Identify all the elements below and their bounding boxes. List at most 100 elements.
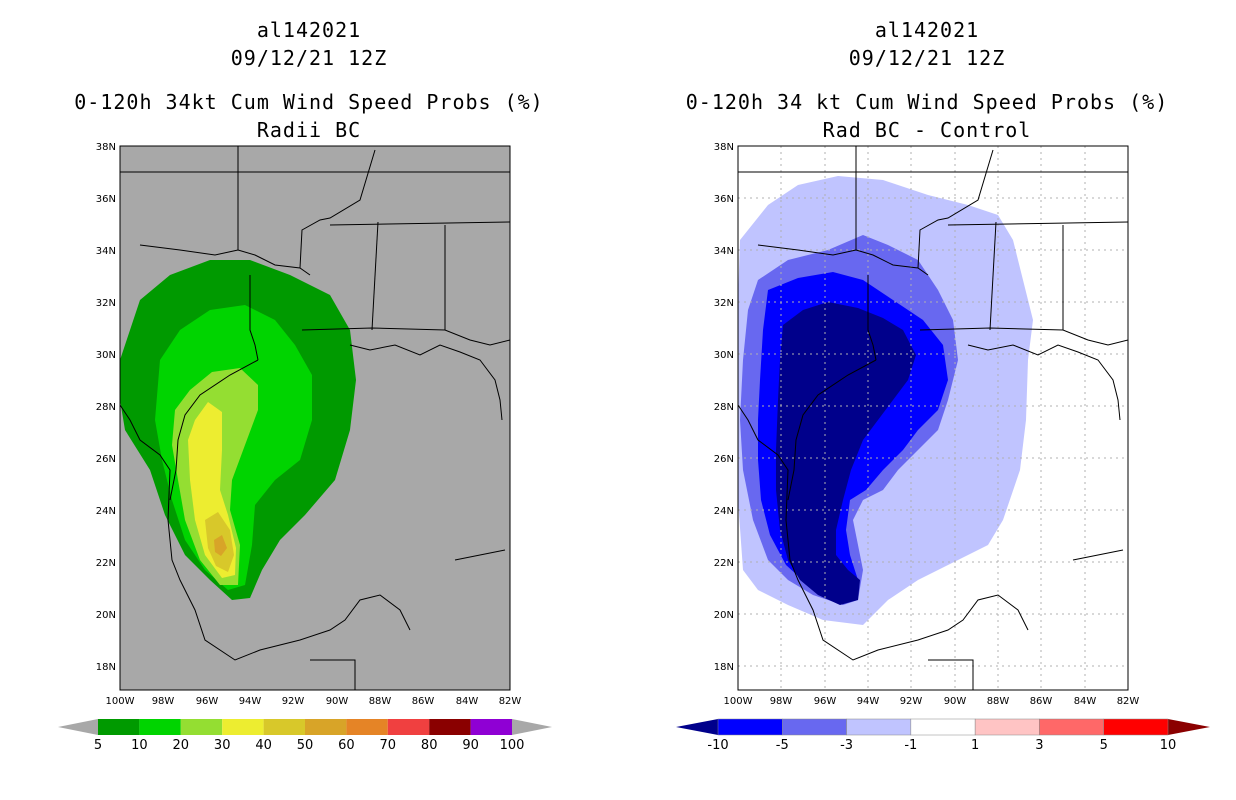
lon-label: 100W	[106, 696, 135, 707]
colorbar-swatch	[717, 718, 783, 736]
lon-label: 94W	[239, 696, 262, 707]
colorbar-label: 90	[462, 738, 479, 753]
colorbar-label: 30	[214, 738, 231, 753]
lat-label: 28N	[96, 402, 116, 413]
colorbar-label: 5	[1100, 738, 1108, 753]
colorbar-swatch	[180, 719, 223, 735]
lat-label: 26N	[96, 454, 116, 465]
colorbar-label: 10	[1160, 738, 1177, 753]
lat-label: 32N	[714, 298, 734, 309]
colorbar-swatch	[470, 719, 512, 735]
left-colorbar: 5 10 20 30 40 50 60 70 80 90 100	[58, 719, 552, 753]
lon-label: 88W	[987, 696, 1010, 707]
lon-label: 100W	[724, 696, 753, 707]
colorbar-label: 40	[255, 738, 272, 753]
lon-label: 88W	[369, 696, 392, 707]
left-datetime: 09/12/21 12Z	[230, 46, 388, 70]
colorbar-label: 50	[297, 738, 314, 753]
colorbar-high-arrow	[1168, 719, 1210, 735]
lon-label: 96W	[814, 696, 837, 707]
lon-label: 84W	[1074, 696, 1097, 707]
colorbar-swatch	[139, 719, 181, 735]
colorbar-label: 5	[94, 738, 102, 753]
lon-label: 92W	[900, 696, 923, 707]
colorbar-low-arrow	[58, 719, 98, 735]
left-panel: al142021 09/12/21 12Z 0-120h 34kt Cum Wi…	[58, 18, 552, 753]
lat-label: 22N	[714, 558, 734, 569]
lat-label: 32N	[96, 298, 116, 309]
left-lat-labels: 38N 36N 34N 32N 30N 28N 26N 24N 22N 20N …	[96, 142, 116, 673]
colorbar-label: 70	[380, 738, 397, 753]
left-subtitle: Radii BC	[256, 118, 362, 142]
prob-50-contour	[214, 535, 227, 556]
lon-label: 98W	[770, 696, 793, 707]
lon-label: 86W	[412, 696, 435, 707]
lat-label: 36N	[96, 194, 116, 205]
colorbar-swatch	[98, 719, 140, 735]
colorbar-swatch	[1103, 718, 1169, 736]
colorbar-swatch	[1039, 718, 1104, 736]
lon-label: 96W	[196, 696, 219, 707]
lat-label: 18N	[714, 662, 734, 673]
lat-label: 28N	[714, 402, 734, 413]
lon-label: 90W	[944, 696, 967, 707]
lon-label: 92W	[282, 696, 305, 707]
colorbar-label: -10	[707, 738, 728, 753]
lat-label: 18N	[96, 662, 116, 673]
lat-label: 20N	[96, 610, 116, 621]
right-gridlines	[738, 146, 1128, 690]
colorbar-swatch	[346, 719, 388, 735]
lon-label: 82W	[499, 696, 522, 707]
lat-label: 36N	[714, 194, 734, 205]
right-lon-labels: 100W 98W 96W 94W 92W 90W 88W 86W 84W 82W	[724, 696, 1140, 707]
right-map-figure: 38N 36N 34N 32N 30N 28N 26N 24N 22N 20N …	[676, 142, 1210, 753]
colorbar-swatch	[305, 719, 347, 735]
left-title: 0-120h 34kt Cum Wind Speed Probs (%)	[74, 90, 544, 114]
colorbar-label: -5	[776, 738, 789, 753]
right-title: 0-120h 34 kt Cum Wind Speed Probs (%)	[685, 90, 1169, 114]
right-datetime: 09/12/21 12Z	[848, 46, 1006, 70]
colorbar-label: 20	[173, 738, 190, 753]
right-subtitle: Rad BC - Control	[822, 118, 1032, 142]
lat-label: 22N	[96, 558, 116, 569]
lat-label: 24N	[714, 506, 734, 517]
diff-neg10-contour	[776, 302, 916, 605]
lon-label: 94W	[857, 696, 880, 707]
lat-label: 30N	[714, 350, 734, 361]
lon-label: 84W	[456, 696, 479, 707]
left-map-figure: 38N 36N 34N 32N 30N 28N 26N 24N 22N 20N …	[58, 142, 552, 753]
lat-label: 24N	[96, 506, 116, 517]
right-boundaries	[738, 146, 1128, 690]
lon-label: 90W	[326, 696, 349, 707]
lat-label: 38N	[96, 142, 116, 153]
left-storm-id: al142021	[256, 18, 362, 42]
lat-label: 26N	[714, 454, 734, 465]
colorbar-label: 1	[971, 738, 979, 753]
colorbar-label: -1	[904, 738, 917, 753]
colorbar-swatch	[387, 719, 430, 735]
lat-label: 34N	[96, 246, 116, 257]
colorbar-label: -3	[840, 738, 853, 753]
lat-label: 38N	[714, 142, 734, 153]
colorbar-swatch	[263, 719, 305, 735]
lat-label: 20N	[714, 610, 734, 621]
colorbar-swatch	[846, 718, 912, 736]
left-boundaries	[120, 146, 510, 690]
colorbar-swatch	[910, 718, 976, 736]
lon-label: 82W	[1117, 696, 1140, 707]
colorbar-high-arrow	[512, 719, 552, 735]
lat-label: 30N	[96, 350, 116, 361]
colorbar-label: 10	[131, 738, 148, 753]
diff-pos-spot	[978, 385, 990, 432]
left-lon-labels: 100W 98W 96W 94W 92W 90W 88W 86W 84W 82W	[106, 696, 522, 707]
lon-label: 86W	[1030, 696, 1053, 707]
colorbar-swatch	[429, 719, 471, 735]
colorbar-label: 3	[1035, 738, 1043, 753]
colorbar-label: 60	[338, 738, 355, 753]
lon-label: 98W	[152, 696, 175, 707]
right-storm-id: al142021	[874, 18, 980, 42]
right-panel: al142021 09/12/21 12Z 0-120h 34 kt Cum W…	[618, 0, 1236, 800]
colorbar-swatch	[782, 718, 847, 736]
right-colorbar: -10 -5 -3 -1 1 3 5 10	[676, 718, 1210, 753]
colorbar-label: 100	[500, 738, 525, 753]
